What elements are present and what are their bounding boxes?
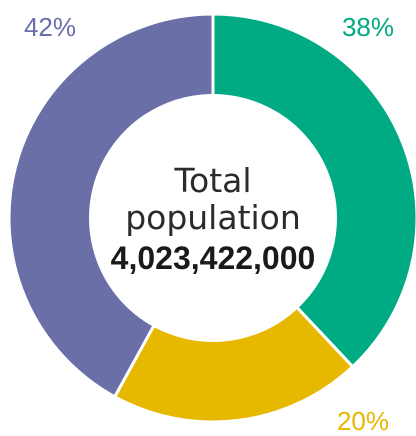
- center-label-line2: population: [125, 198, 301, 237]
- slice-percent-label-3: 42%: [24, 12, 76, 42]
- donut-hole: [89, 94, 337, 342]
- slice-percent-label-2: 20%: [337, 406, 389, 436]
- percentage-labels: 38% 20% 42%: [24, 12, 394, 436]
- slice-percent-label-1: 38%: [342, 12, 394, 42]
- center-total-value: 4,023,422,000: [111, 240, 316, 276]
- center-label-line1: Total: [173, 161, 251, 200]
